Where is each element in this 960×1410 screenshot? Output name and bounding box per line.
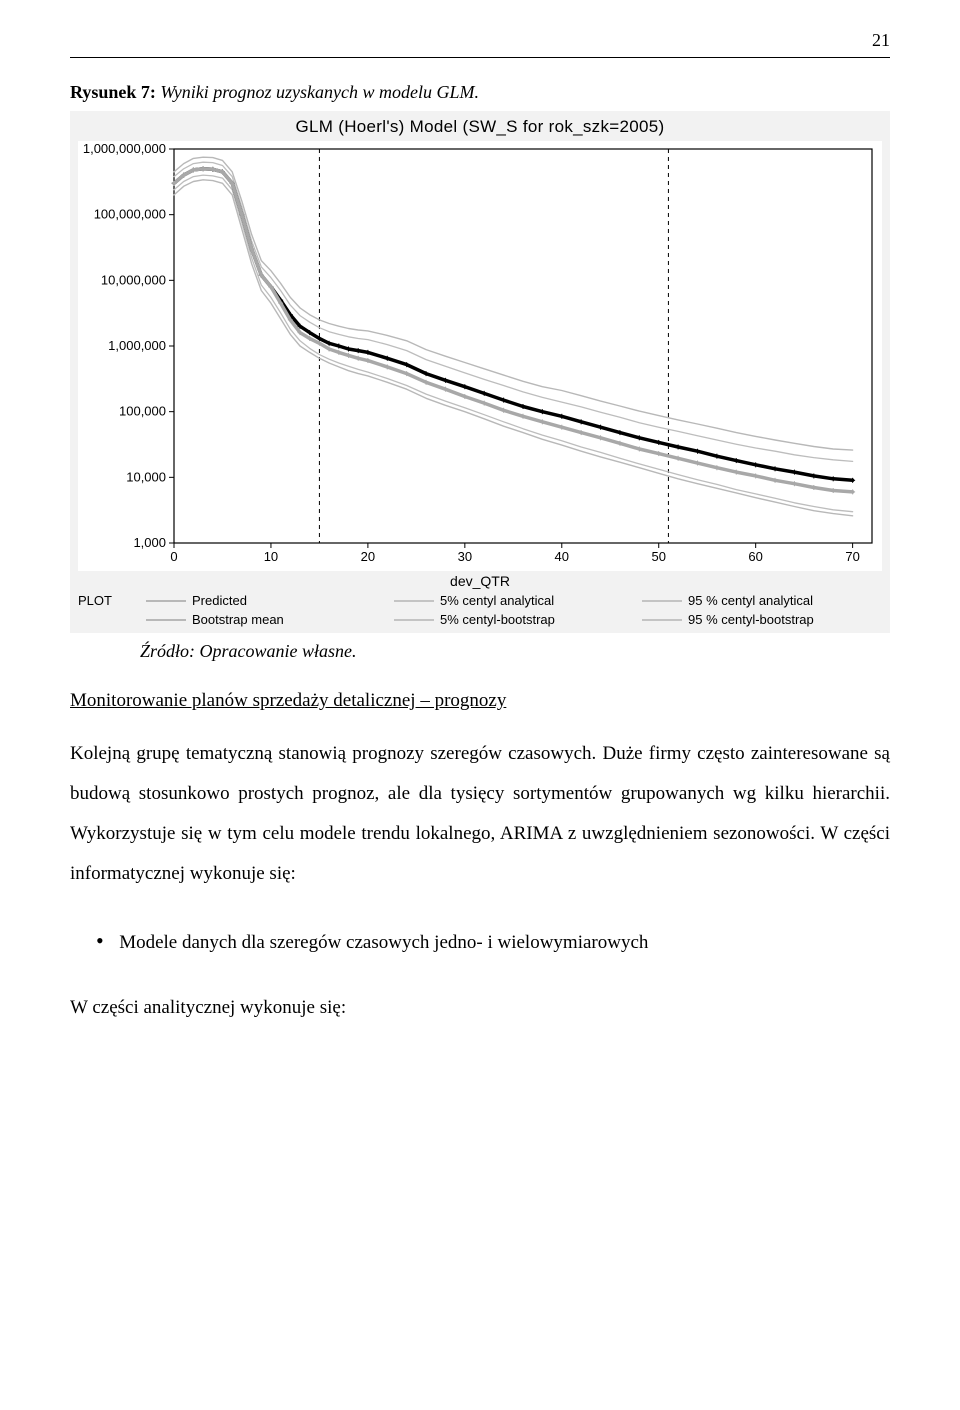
legend-item: 95 % centyl-bootstrap — [642, 612, 882, 627]
figure-label: Rysunek 7: — [70, 82, 156, 102]
legend-left-label: PLOT — [78, 593, 138, 608]
legend-swatch — [146, 600, 186, 602]
svg-text:40: 40 — [555, 549, 569, 564]
svg-text:20: 20 — [361, 549, 375, 564]
body-paragraph-2: W części analitycznej wykonuje się: — [70, 988, 890, 1028]
line-chart-svg: 1,00010,000100,0001,000,00010,000,000100… — [78, 141, 882, 571]
svg-text:10,000: 10,000 — [126, 469, 166, 484]
chart-title: GLM (Hoerl's) Model (SW_S for rok_szk=20… — [78, 117, 882, 137]
legend-row: PLOT Predicted 5% centyl analytical 95 % ce… — [78, 593, 882, 608]
svg-text:1,000,000: 1,000,000 — [108, 338, 166, 353]
page-number: 21 — [70, 30, 890, 51]
legend-label: 5% centyl-bootstrap — [440, 612, 555, 627]
svg-text:50: 50 — [651, 549, 665, 564]
bullet-list: Modele danych dla szeregów czasowych jed… — [120, 918, 890, 964]
legend-label: Predicted — [192, 593, 247, 608]
svg-text:10,000,000: 10,000,000 — [101, 272, 166, 287]
legend-label: 5% centyl analytical — [440, 593, 554, 608]
legend-label: 95 % centyl-bootstrap — [688, 612, 814, 627]
legend-item: Predicted — [146, 593, 386, 608]
figure-title: Wyniki prognoz uzyskanych w modelu GLM. — [160, 82, 479, 102]
plot-frame: 1,00010,000100,0001,000,00010,000,000100… — [78, 141, 882, 571]
legend-item: Bootstrap mean — [146, 612, 386, 627]
legend-swatch — [642, 619, 682, 621]
legend-item: 5% centyl analytical — [394, 593, 634, 608]
legend-row: Bootstrap mean 5% centyl-bootstrap 95 % ce… — [78, 612, 882, 627]
source-line: Źródło: Opracowanie własne. — [140, 641, 890, 662]
legend-swatch — [394, 600, 434, 602]
svg-text:1,000: 1,000 — [133, 535, 166, 550]
legend-swatch — [146, 619, 186, 621]
svg-text:100,000,000: 100,000,000 — [94, 207, 166, 222]
svg-text:30: 30 — [458, 549, 472, 564]
svg-text:1,000,000,000: 1,000,000,000 — [83, 141, 166, 156]
bullet-item: Modele danych dla szeregów czasowych jed… — [120, 918, 890, 964]
svg-text:0: 0 — [170, 549, 177, 564]
legend-label: 95 % centyl analytical — [688, 593, 813, 608]
legend-item: 5% centyl-bootstrap — [394, 612, 634, 627]
legend-item: 95 % centyl analytical — [642, 593, 882, 608]
legend-swatch — [642, 600, 682, 602]
legend-swatch — [394, 619, 434, 621]
svg-text:70: 70 — [845, 549, 859, 564]
top-rule — [70, 57, 890, 58]
svg-text:10: 10 — [264, 549, 278, 564]
svg-text:60: 60 — [748, 549, 762, 564]
legend-label: Bootstrap mean — [192, 612, 284, 627]
chart-legend: PLOT Predicted 5% centyl analytical 95 % ce… — [78, 593, 882, 627]
chart-panel: GLM (Hoerl's) Model (SW_S for rok_szk=20… — [70, 111, 890, 633]
section-heading: Monitorowanie planów sprzedaży detaliczn… — [70, 690, 890, 712]
svg-text:100,000: 100,000 — [119, 404, 166, 419]
x-axis-label: dev_QTR — [78, 573, 882, 589]
body-paragraph-1: Kolejną grupę tematyczną stanowią progno… — [70, 734, 890, 894]
figure-caption: Rysunek 7: Wyniki prognoz uzyskanych w m… — [70, 82, 890, 103]
